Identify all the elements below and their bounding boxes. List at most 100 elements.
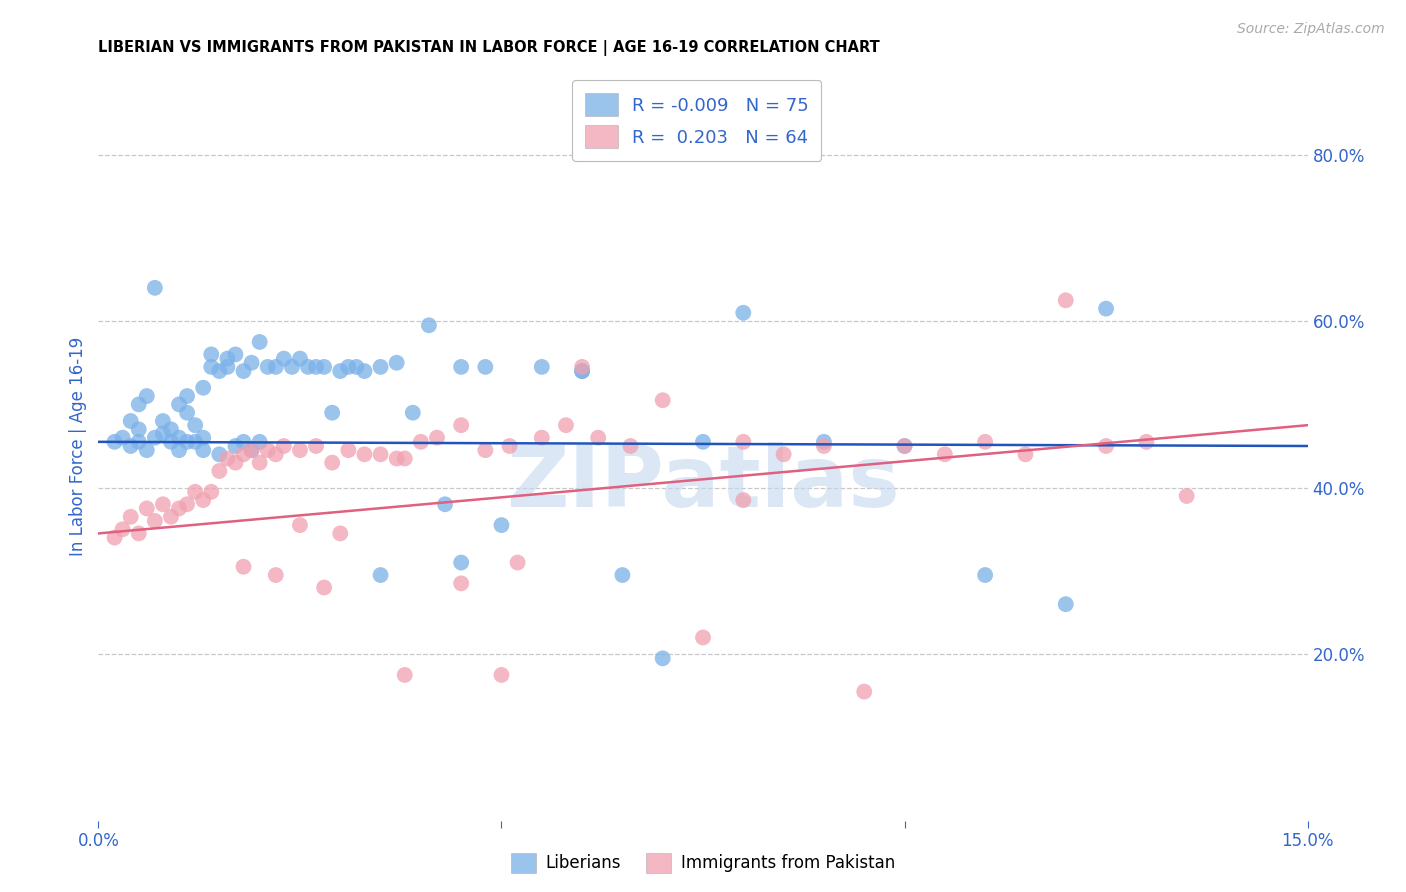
Point xyxy=(619,439,641,453)
Point xyxy=(344,359,367,374)
Point xyxy=(1175,489,1198,503)
Point xyxy=(160,422,183,436)
Point xyxy=(184,484,207,499)
Point xyxy=(474,443,496,458)
Point xyxy=(120,414,142,428)
Point xyxy=(232,364,254,378)
Point xyxy=(160,509,183,524)
Point xyxy=(893,439,915,453)
Point xyxy=(103,434,125,449)
Point xyxy=(273,439,295,453)
Point xyxy=(273,351,295,366)
Point xyxy=(733,306,755,320)
Point xyxy=(193,443,215,458)
Point xyxy=(208,464,231,478)
Point xyxy=(103,531,125,545)
Point xyxy=(200,347,222,361)
Point xyxy=(321,456,343,470)
Point xyxy=(402,406,425,420)
Point xyxy=(256,443,278,458)
Point xyxy=(772,447,794,461)
Point xyxy=(208,447,231,461)
Point xyxy=(217,351,239,366)
Point xyxy=(974,434,997,449)
Point xyxy=(418,318,440,333)
Point xyxy=(337,359,360,374)
Point xyxy=(143,431,166,445)
Point xyxy=(934,447,956,461)
Point xyxy=(733,434,755,449)
Point xyxy=(506,556,529,570)
Point xyxy=(224,347,246,361)
Point xyxy=(893,439,915,453)
Point xyxy=(128,397,150,411)
Point xyxy=(111,522,134,536)
Point xyxy=(240,356,263,370)
Point xyxy=(305,359,328,374)
Point xyxy=(128,422,150,436)
Point xyxy=(409,434,432,449)
Point xyxy=(1054,293,1077,308)
Point xyxy=(135,501,157,516)
Point xyxy=(353,447,375,461)
Point xyxy=(200,359,222,374)
Point xyxy=(1135,434,1157,449)
Point xyxy=(813,434,835,449)
Y-axis label: In Labor Force | Age 16-19: In Labor Force | Age 16-19 xyxy=(69,336,87,556)
Point xyxy=(1095,301,1118,316)
Point xyxy=(305,439,328,453)
Point xyxy=(264,447,287,461)
Point xyxy=(974,568,997,582)
Point xyxy=(176,497,198,511)
Point xyxy=(176,434,198,449)
Point xyxy=(297,359,319,374)
Point xyxy=(394,451,416,466)
Legend: Liberians, Immigrants from Pakistan: Liberians, Immigrants from Pakistan xyxy=(503,847,903,880)
Point xyxy=(491,518,513,533)
Point xyxy=(128,434,150,449)
Point xyxy=(249,434,271,449)
Point xyxy=(281,359,304,374)
Point xyxy=(167,443,190,458)
Point xyxy=(264,359,287,374)
Point xyxy=(530,359,553,374)
Point xyxy=(167,501,190,516)
Point xyxy=(256,359,278,374)
Point xyxy=(152,414,174,428)
Point xyxy=(184,434,207,449)
Point xyxy=(232,559,254,574)
Point xyxy=(240,443,263,458)
Text: LIBERIAN VS IMMIGRANTS FROM PAKISTAN IN LABOR FORCE | AGE 16-19 CORRELATION CHAR: LIBERIAN VS IMMIGRANTS FROM PAKISTAN IN … xyxy=(98,40,880,56)
Point xyxy=(143,281,166,295)
Point xyxy=(1054,597,1077,611)
Point xyxy=(498,439,520,453)
Point xyxy=(160,434,183,449)
Point xyxy=(135,389,157,403)
Point xyxy=(193,381,215,395)
Point xyxy=(530,431,553,445)
Legend: R = -0.009   N = 75, R =  0.203   N = 64: R = -0.009 N = 75, R = 0.203 N = 64 xyxy=(572,80,821,161)
Point xyxy=(394,668,416,682)
Point xyxy=(167,431,190,445)
Text: Source: ZipAtlas.com: Source: ZipAtlas.com xyxy=(1237,22,1385,37)
Point xyxy=(111,431,134,445)
Point xyxy=(240,443,263,458)
Point xyxy=(370,568,392,582)
Point xyxy=(571,359,593,374)
Point xyxy=(385,451,408,466)
Point xyxy=(232,434,254,449)
Point xyxy=(176,389,198,403)
Point xyxy=(337,443,360,458)
Point xyxy=(434,497,457,511)
Point xyxy=(217,359,239,374)
Point xyxy=(385,356,408,370)
Point xyxy=(176,406,198,420)
Point xyxy=(474,359,496,374)
Point xyxy=(329,526,352,541)
Point xyxy=(651,393,673,408)
Point xyxy=(249,456,271,470)
Point xyxy=(651,651,673,665)
Point xyxy=(200,484,222,499)
Point xyxy=(314,359,336,374)
Point xyxy=(450,418,472,433)
